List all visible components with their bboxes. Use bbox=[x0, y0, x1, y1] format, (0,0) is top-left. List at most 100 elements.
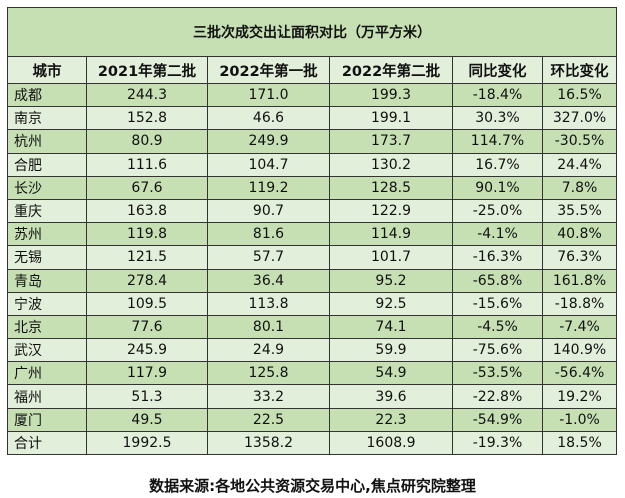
value-cell: 24.4% bbox=[541, 152, 618, 177]
column-header: 2022年第二批 bbox=[329, 56, 453, 84]
value-cell: 16.5% bbox=[541, 82, 618, 108]
value-cell: 35.5% bbox=[541, 198, 618, 224]
value-cell: 49.5 bbox=[86, 407, 208, 432]
value-cell: 249.9 bbox=[207, 129, 330, 154]
value-cell: 121.5 bbox=[86, 245, 208, 270]
value-cell: 1608.9 bbox=[329, 430, 453, 456]
area-comparison-table: 三批次成交出让面积对比（万平方米） 城市 2021年第二批 2022年第一批 2022… bbox=[6, 7, 618, 456]
table-title: 三批次成交出让面积对比（万平方米） bbox=[6, 7, 618, 57]
value-cell: 80.9 bbox=[86, 129, 208, 154]
value-cell: 90.7 bbox=[207, 198, 330, 224]
table-row: 杭州 80.9 249.9 173.7 114.7% -30.5% bbox=[7, 129, 618, 154]
city-cell: 合计 bbox=[7, 430, 87, 456]
value-cell: 77.6 bbox=[86, 314, 208, 340]
value-cell: 117.9 bbox=[86, 361, 208, 386]
value-cell: -53.5% bbox=[452, 361, 543, 386]
value-cell: 152.8 bbox=[86, 106, 208, 131]
value-cell: 109.5 bbox=[86, 291, 208, 316]
value-cell: 119.8 bbox=[86, 222, 208, 247]
value-cell: 16.7% bbox=[452, 152, 543, 177]
value-cell: 130.2 bbox=[329, 152, 453, 177]
value-cell: -54.9% bbox=[452, 407, 543, 432]
value-cell: 140.9% bbox=[541, 338, 618, 363]
value-cell: 244.3 bbox=[86, 82, 208, 108]
value-cell: 114.7% bbox=[452, 129, 543, 154]
city-cell: 青岛 bbox=[7, 268, 87, 293]
table-row: 南京 152.8 46.6 199.1 30.3% 327.0% bbox=[7, 106, 618, 131]
value-cell: -4.5% bbox=[452, 314, 543, 340]
value-cell: 76.3% bbox=[541, 245, 618, 270]
value-cell: 39.6 bbox=[329, 384, 453, 409]
value-cell: 1992.5 bbox=[86, 430, 208, 456]
value-cell: 24.9 bbox=[207, 338, 330, 363]
column-header: 2021年第二批 bbox=[86, 56, 208, 84]
value-cell: 125.8 bbox=[207, 361, 330, 386]
value-cell: 22.5 bbox=[207, 407, 330, 432]
column-header: 环比变化 bbox=[541, 56, 618, 84]
value-cell: 245.9 bbox=[86, 338, 208, 363]
value-cell: 33.2 bbox=[207, 384, 330, 409]
value-cell: 101.7 bbox=[329, 245, 453, 270]
value-cell: -22.8% bbox=[452, 384, 543, 409]
value-cell: 173.7 bbox=[329, 129, 453, 154]
value-cell: 114.9 bbox=[329, 222, 453, 247]
value-cell: 104.7 bbox=[207, 152, 330, 177]
value-cell: -16.3% bbox=[452, 245, 543, 270]
value-cell: 51.3 bbox=[86, 384, 208, 409]
value-cell: 161.8% bbox=[541, 268, 618, 293]
value-cell: 122.9 bbox=[329, 198, 453, 224]
city-cell: 成都 bbox=[7, 82, 87, 108]
value-cell: -1.0% bbox=[541, 407, 618, 432]
value-cell: 30.3% bbox=[452, 106, 543, 131]
table-row: 北京 77.6 80.1 74.1 -4.5% -7.4% bbox=[7, 314, 618, 340]
table-row: 长沙 67.6 119.2 128.5 90.1% 7.8% bbox=[7, 175, 618, 200]
city-cell: 南京 bbox=[7, 106, 87, 131]
value-cell: -18.4% bbox=[452, 82, 543, 108]
value-cell: 57.7 bbox=[207, 245, 330, 270]
value-cell: 22.3 bbox=[329, 407, 453, 432]
value-cell: -56.4% bbox=[541, 361, 618, 386]
table-row: 无锡 121.5 57.7 101.7 -16.3% 76.3% bbox=[7, 245, 618, 270]
value-cell: 199.3 bbox=[329, 82, 453, 108]
city-cell: 广州 bbox=[7, 361, 87, 386]
value-cell: 18.5% bbox=[541, 430, 618, 456]
value-cell: 40.8% bbox=[541, 222, 618, 247]
city-cell: 合肥 bbox=[7, 152, 87, 177]
city-cell: 长沙 bbox=[7, 175, 87, 200]
value-cell: -18.8% bbox=[541, 291, 618, 316]
value-cell: 90.1% bbox=[452, 175, 543, 200]
table-row: 合肥 111.6 104.7 130.2 16.7% 24.4% bbox=[7, 152, 618, 177]
value-cell: -65.8% bbox=[452, 268, 543, 293]
value-cell: -25.0% bbox=[452, 198, 543, 224]
city-cell: 宁波 bbox=[7, 291, 87, 316]
table-row: 青岛 278.4 36.4 95.2 -65.8% 161.8% bbox=[7, 268, 618, 293]
value-cell: 46.6 bbox=[207, 106, 330, 131]
value-cell: -75.6% bbox=[452, 338, 543, 363]
table-row: 武汉 245.9 24.9 59.9 -75.6% 140.9% bbox=[7, 338, 618, 363]
city-cell: 重庆 bbox=[7, 198, 87, 224]
value-cell: 19.2% bbox=[541, 384, 618, 409]
value-cell: 171.0 bbox=[207, 82, 330, 108]
table-row: 厦门 49.5 22.5 22.3 -54.9% -1.0% bbox=[7, 407, 618, 432]
value-cell: 7.8% bbox=[541, 175, 618, 200]
value-cell: -30.5% bbox=[541, 129, 618, 154]
table-row: 福州 51.3 33.2 39.6 -22.8% 19.2% bbox=[7, 384, 618, 409]
city-cell: 福州 bbox=[7, 384, 87, 409]
value-cell: 74.1 bbox=[329, 314, 453, 340]
value-cell: 163.8 bbox=[86, 198, 208, 224]
value-cell: 111.6 bbox=[86, 152, 208, 177]
value-cell: -19.3% bbox=[452, 430, 543, 456]
value-cell: 113.8 bbox=[207, 291, 330, 316]
value-cell: 119.2 bbox=[207, 175, 330, 200]
value-cell: 80.1 bbox=[207, 314, 330, 340]
city-cell: 北京 bbox=[7, 314, 87, 340]
value-cell: 278.4 bbox=[86, 268, 208, 293]
value-cell: -7.4% bbox=[541, 314, 618, 340]
table-row: 合计 1992.5 1358.2 1608.9 -19.3% 18.5% bbox=[7, 430, 618, 456]
value-cell: 128.5 bbox=[329, 175, 453, 200]
table-row: 成都 244.3 171.0 199.3 -18.4% 16.5% bbox=[7, 82, 618, 108]
value-cell: 67.6 bbox=[86, 175, 208, 200]
value-cell: 59.9 bbox=[329, 338, 453, 363]
value-cell: 199.1 bbox=[329, 106, 453, 131]
column-header: 同比变化 bbox=[452, 56, 543, 84]
